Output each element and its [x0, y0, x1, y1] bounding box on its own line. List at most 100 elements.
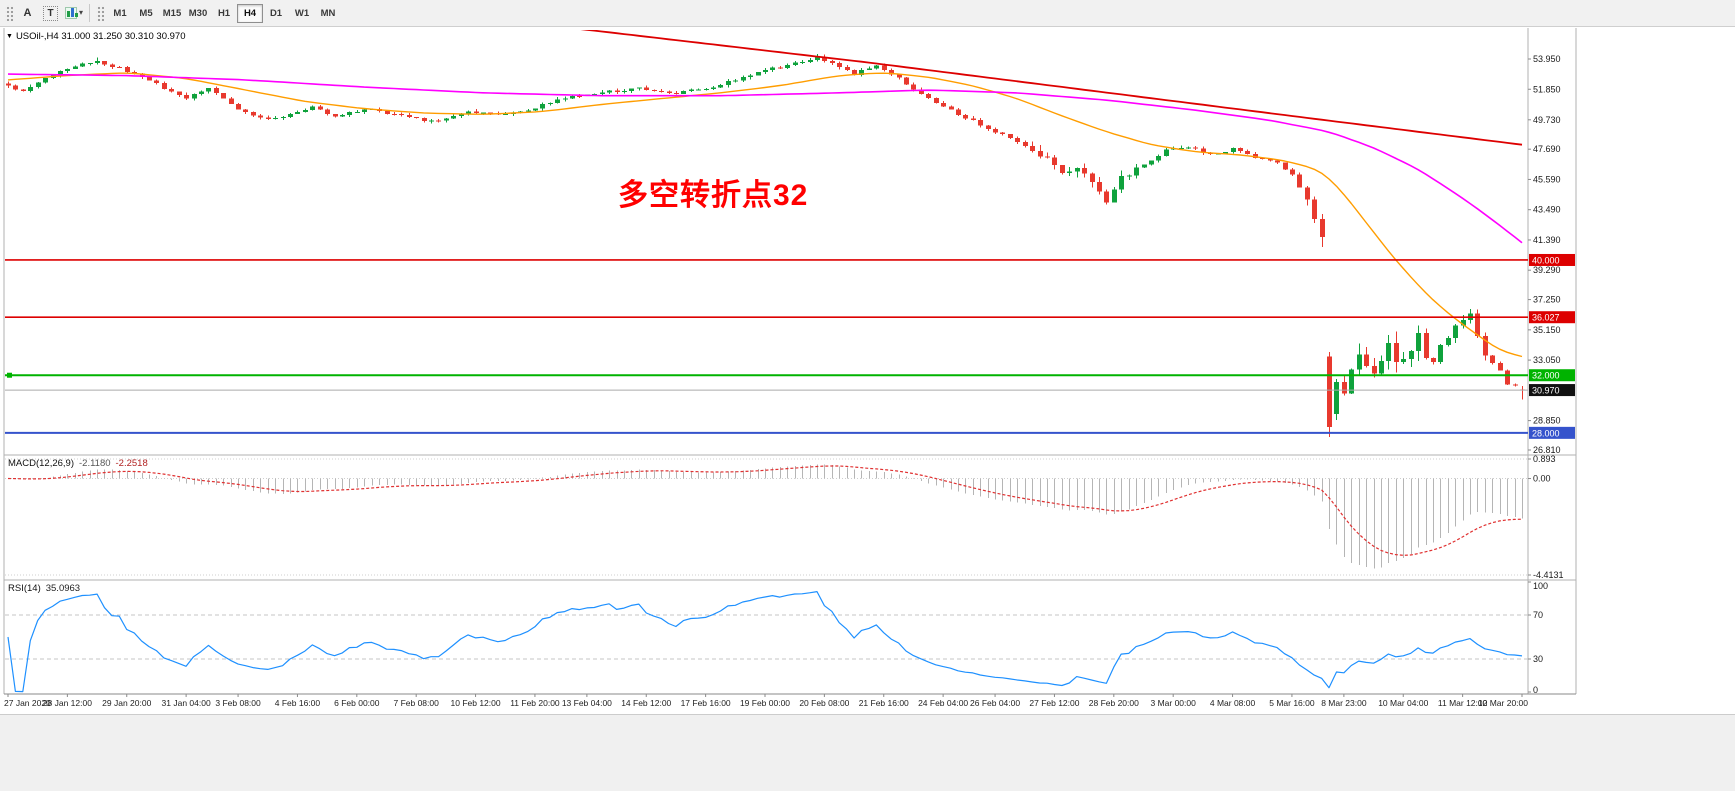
text-a-tool-button[interactable]: A	[17, 3, 38, 23]
moving-average-lines	[7, 30, 1523, 358]
ma-slow-red	[580, 30, 1523, 146]
candlestick-series	[6, 53, 1525, 438]
price-axis-label: 37.250	[1533, 295, 1561, 305]
price-axis-label: 39.290	[1533, 265, 1561, 275]
time-axis-label: 10 Feb 12:00	[451, 698, 501, 708]
timeframe-button-m15[interactable]: M15	[159, 4, 185, 23]
timeframe-button-mn[interactable]: MN	[315, 4, 341, 23]
time-axis-label: 31 Jan 04:00	[162, 698, 211, 708]
macd-axis-label: 0.893	[1533, 454, 1556, 464]
price-axis-label: 53.950	[1533, 54, 1561, 64]
time-axis-label: 17 Feb 16:00	[681, 698, 731, 708]
time-axis-label: 20 Feb 08:00	[799, 698, 849, 708]
price-axis-label: 43.490	[1533, 205, 1561, 215]
rsi-line	[7, 590, 1523, 693]
time-axis-label: 6 Feb 00:00	[334, 698, 380, 708]
price-axis-label: 28.850	[1533, 416, 1561, 426]
toolbar: A T ▾ M1 M5 M15 M30 H1 H4 D1 W1 MN	[0, 0, 1735, 27]
bid-price-tag: 30.970	[1529, 384, 1575, 397]
rsi-name: RSI(14)	[8, 583, 41, 594]
time-axis-label: 26 Feb 04:00	[970, 698, 1020, 708]
toolbar-drag-handle[interactable]	[5, 5, 13, 21]
time-axis-label: 11 Feb 20:00	[510, 698, 560, 708]
time-axis-label: 21 Feb 16:00	[859, 698, 909, 708]
svg-text:32.000: 32.000	[1532, 371, 1560, 381]
time-axis-label: 14 Feb 12:00	[621, 698, 671, 708]
rsi-panel	[5, 590, 1528, 693]
macd-histogram	[15, 464, 1523, 569]
svg-text:36.027: 36.027	[1532, 313, 1560, 323]
rsi-indicator-label: RSI(14) 35.0963	[8, 583, 80, 594]
time-axis-label: 28 Feb 20:00	[1089, 698, 1139, 708]
price-tag-36.027: 36.027	[1529, 311, 1575, 324]
horizontal-line-objects[interactable]	[5, 259, 1528, 434]
price-axis-label: 49.730	[1533, 115, 1561, 125]
time-axis-label: 28 Jan 12:00	[43, 698, 92, 708]
timeframe-button-d1[interactable]: D1	[263, 4, 289, 23]
timeframe-button-h4[interactable]: H4	[237, 3, 264, 23]
chevron-down-icon: ▾	[79, 8, 84, 17]
price-axis-label: 47.690	[1533, 144, 1561, 154]
chart-frame	[3, 28, 1577, 695]
time-axis-label: 3 Feb 08:00	[215, 698, 261, 708]
svg-text:40.000: 40.000	[1532, 255, 1560, 265]
timeframe-drag-handle[interactable]	[96, 5, 105, 21]
time-axis-label: 7 Feb 08:00	[393, 698, 439, 708]
rsi-axis-label: 70	[1533, 610, 1543, 620]
time-axis-label: 27 Feb 12:00	[1029, 698, 1079, 708]
price-tag-40.000: 40.000	[1529, 253, 1575, 266]
indicators-dropdown-button[interactable]: ▾	[64, 3, 84, 23]
symbol-ohlc-readout: USOil-,H4 31.000 31.250 30.310 30.970	[15, 31, 186, 42]
rsi-axis-label: 0	[1533, 685, 1538, 695]
text-label-icon: T	[43, 5, 58, 21]
macd-panel	[5, 458, 1528, 576]
window-footer-area	[0, 714, 1735, 791]
time-axis-label: 29 Jan 20:00	[102, 698, 151, 708]
price-tag-28.000: 28.000	[1529, 426, 1575, 439]
timeframe-button-m30[interactable]: M30	[185, 4, 211, 23]
rsi-axis-label: 100	[1533, 581, 1548, 591]
price-tag-32.000: 32.000	[1529, 369, 1575, 382]
ma-mid-magenta	[7, 73, 1523, 244]
timeframe-button-m1[interactable]: M1	[107, 4, 133, 23]
time-axis-label: 24 Feb 04:00	[918, 698, 968, 708]
time-axis-label: 4 Feb 16:00	[275, 698, 321, 708]
price-axis-label: 35.150	[1533, 325, 1561, 335]
timeframe-button-group: M1 M5 M15 M30 H1 H4 D1 W1 MN	[107, 3, 341, 23]
chart-annotation-text[interactable]: 多空转折点32	[618, 179, 809, 212]
macd-axis-label: -4.4131	[1533, 570, 1564, 580]
price-axis-label: 51.850	[1533, 84, 1561, 94]
timeframe-button-h1[interactable]: H1	[211, 4, 237, 23]
rsi-value: 35.0963	[45, 583, 81, 594]
text-label-tool-button[interactable]: T	[40, 3, 61, 23]
ma-fast-orange	[7, 72, 1523, 358]
price-axis-label: 26.810	[1533, 445, 1561, 455]
timeframe-button-w1[interactable]: W1	[289, 4, 315, 23]
one-click-collapse-icon[interactable]: ▼	[6, 33, 13, 40]
price-axis-label: 45.590	[1533, 174, 1561, 184]
time-axis-label: 27 Jan 2020	[4, 698, 51, 708]
macd-axis-label: 0.00	[1533, 474, 1551, 484]
macd-main-value: -2.1180	[79, 458, 111, 469]
hline-selection-handle[interactable]	[7, 372, 12, 378]
chart-title: ▼ USOil-,H4 31.000 31.250 30.310 30.970	[6, 31, 185, 42]
toolbar-separator	[89, 4, 91, 22]
macd-name: MACD(12,26,9)	[8, 458, 74, 469]
price-axis-label: 41.390	[1533, 235, 1561, 245]
price-axis[interactable]: 53.950 51.850 49.730 47.690 45.590 43.490 41.3…	[1528, 54, 1564, 695]
macd-indicator-label: MACD(12,26,9) -2.1180 -2.2518	[8, 458, 148, 469]
svg-text:28.000: 28.000	[1532, 428, 1560, 438]
timeframe-button-m5[interactable]: M5	[133, 4, 159, 23]
time-axis-label: 13 Feb 04:00	[562, 698, 612, 708]
indicator-icon	[65, 7, 78, 19]
time-axis-label: 5 Mar 16:00	[1269, 698, 1315, 708]
time-axis-label: 11 Mar 12:00	[1438, 698, 1488, 708]
price-axis-label: 33.050	[1533, 355, 1561, 365]
time-axis-label: 12 Mar 20:00	[1478, 698, 1528, 708]
macd-signal-line	[7, 465, 1523, 556]
time-axis-label: 4 Mar 08:00	[1210, 698, 1256, 708]
time-axis-label: 8 Mar 23:00	[1321, 698, 1367, 708]
